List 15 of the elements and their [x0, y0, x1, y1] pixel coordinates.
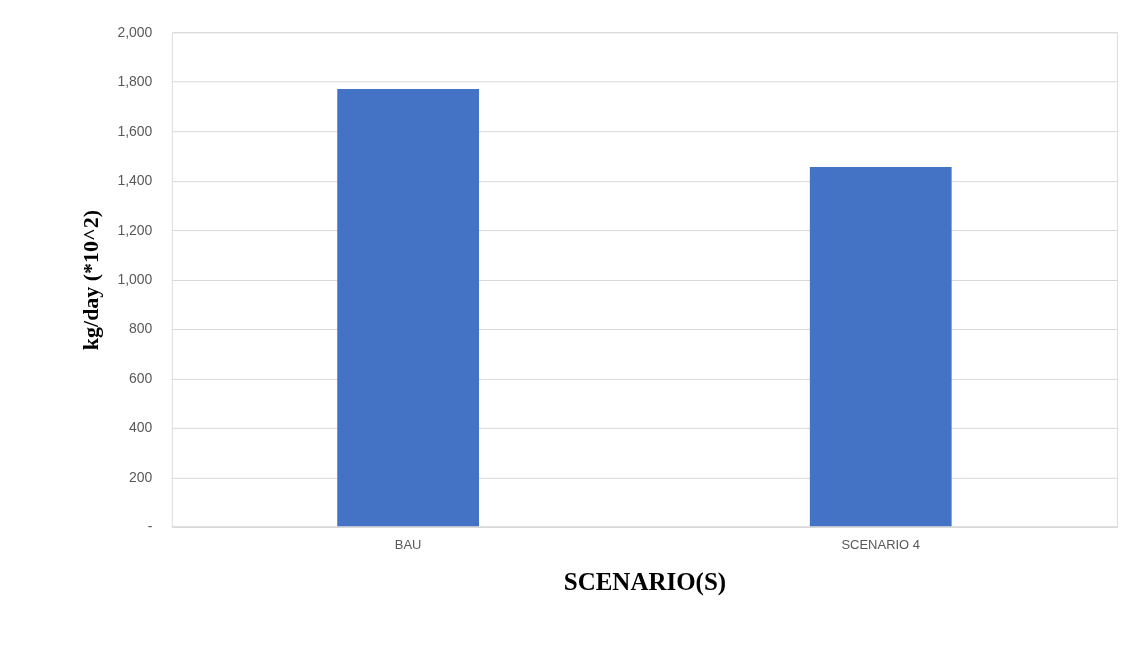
- y-tick-label: 1,000: [117, 271, 153, 288]
- y-tick-label: 1,400: [117, 172, 153, 189]
- y-tick-label: 1,600: [117, 122, 153, 139]
- y-tick-label: 800: [129, 320, 153, 337]
- y-tick-label: 1,200: [117, 221, 153, 238]
- y-tick-label: 400: [129, 419, 153, 436]
- x-tick-label: BAU: [394, 537, 422, 553]
- y-tick-label: 600: [129, 369, 153, 386]
- y-tick-label: 200: [129, 468, 153, 485]
- x-axis-title: SCENARIO(S): [563, 568, 727, 597]
- y-tick-label: 2,000: [117, 23, 153, 40]
- y-axis-title: kg/day (*10^2): [78, 209, 104, 351]
- y-tick-label: 1,800: [117, 73, 153, 90]
- x-tick-label: SCENARIO 4: [841, 537, 921, 553]
- y-tick-label: -: [147, 518, 153, 535]
